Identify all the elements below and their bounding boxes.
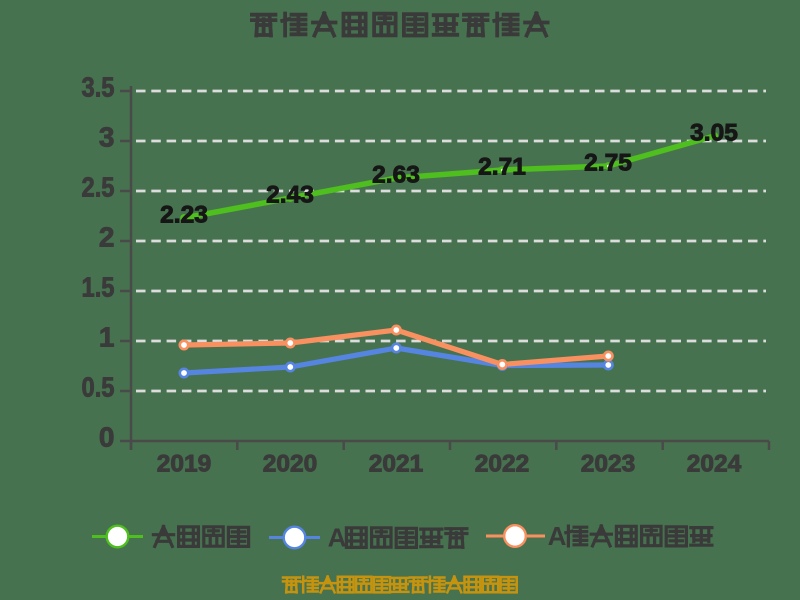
- svg-text:3.05: 3.05: [690, 120, 738, 147]
- svg-text:2021: 2021: [369, 451, 424, 478]
- svg-text:2.63: 2.63: [372, 162, 420, 189]
- svg-text:2024: 2024: [687, 451, 742, 478]
- svg-text:0: 0: [99, 422, 115, 453]
- svg-text:3: 3: [99, 122, 115, 153]
- svg-text:2022: 2022: [475, 451, 530, 478]
- svg-text:2.75: 2.75: [584, 150, 632, 177]
- svg-text:0.5: 0.5: [82, 372, 115, 403]
- svg-text:1: 1: [99, 322, 115, 353]
- svg-text:3.5: 3.5: [82, 72, 115, 103]
- svg-text:A: A: [548, 521, 567, 551]
- svg-text:2.5: 2.5: [82, 172, 115, 203]
- svg-text:2019: 2019: [157, 451, 212, 478]
- svg-text:2.71: 2.71: [478, 154, 526, 181]
- svg-text:2023: 2023: [581, 451, 636, 478]
- svg-text:2020: 2020: [263, 451, 318, 478]
- svg-text:2.43: 2.43: [266, 182, 314, 209]
- svg-text:1.5: 1.5: [82, 272, 115, 303]
- svg-text:A: A: [328, 523, 347, 553]
- svg-text:2: 2: [99, 222, 115, 253]
- svg-text:2.23: 2.23: [160, 202, 208, 229]
